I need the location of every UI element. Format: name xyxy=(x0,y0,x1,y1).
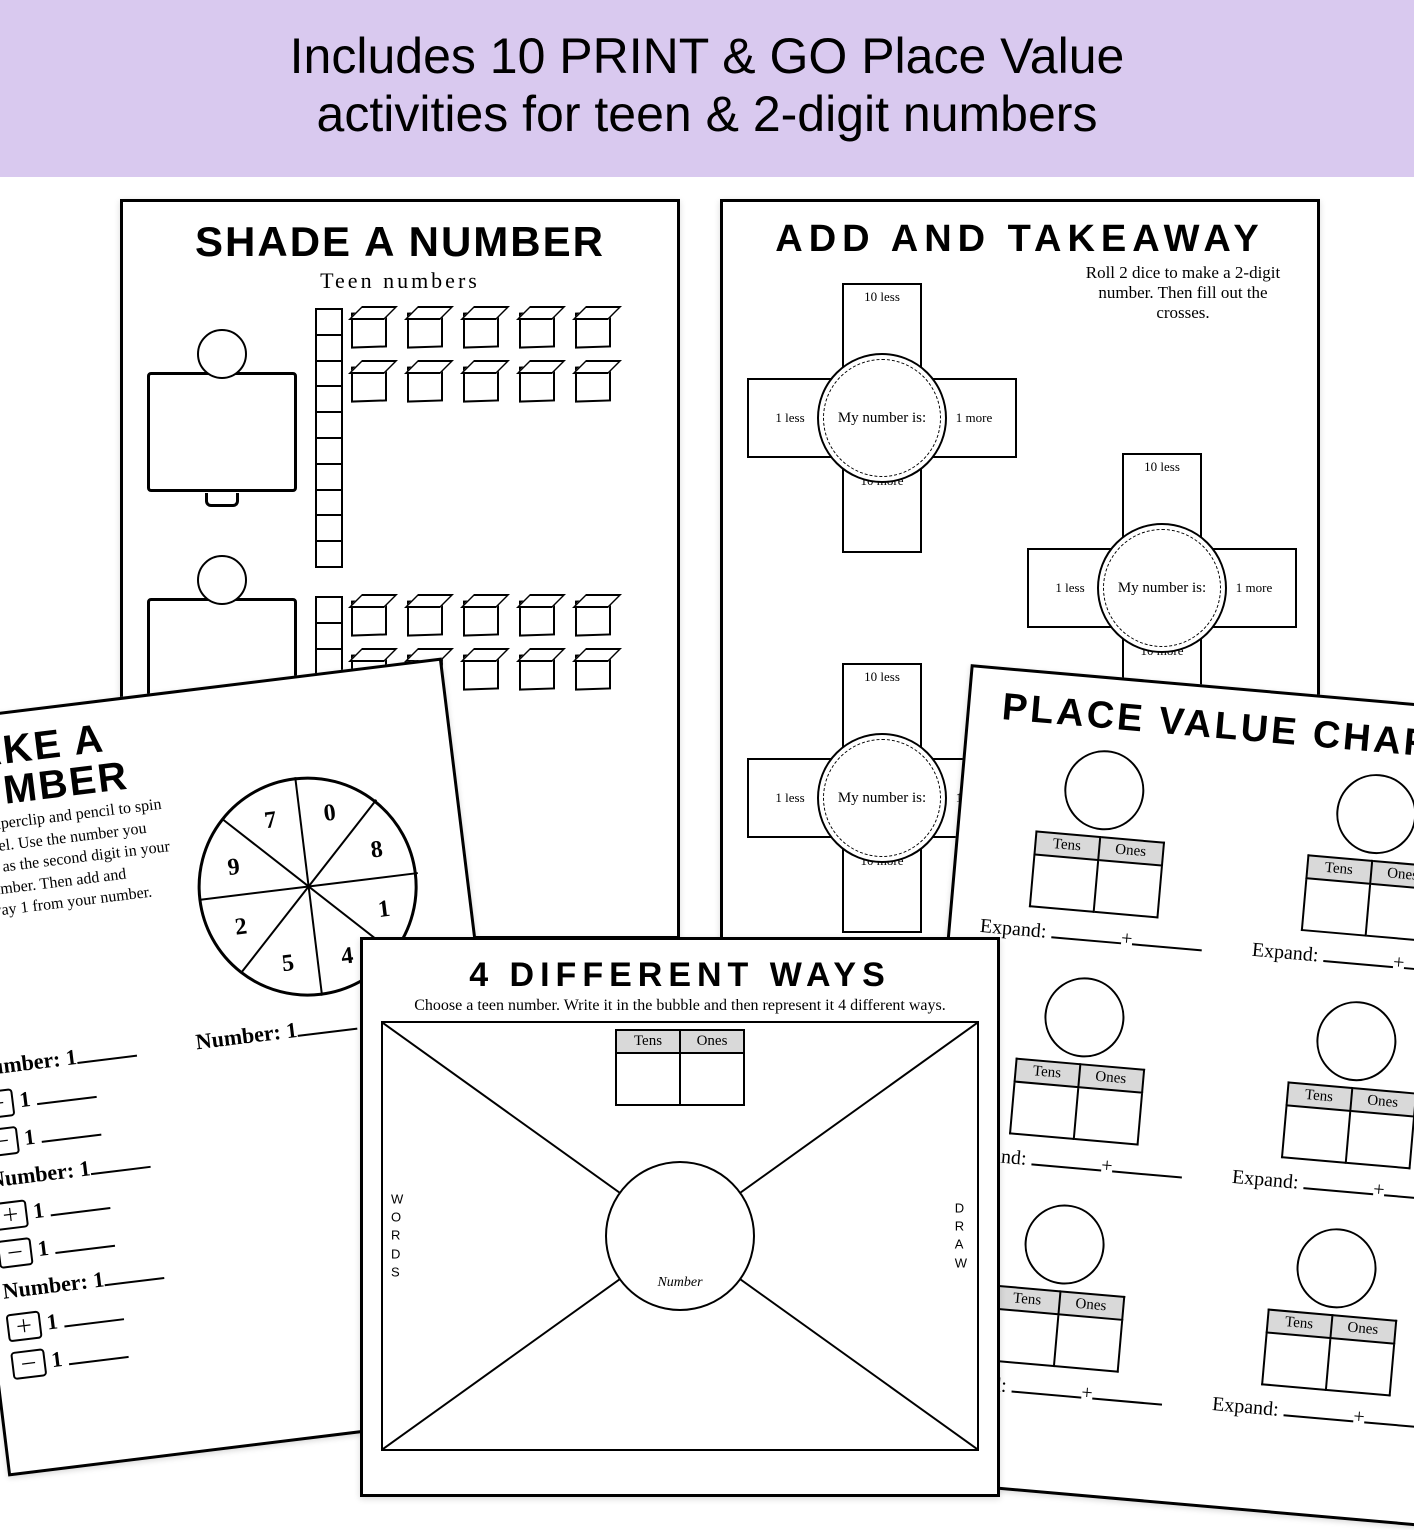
pv-table: TensOnes xyxy=(1028,830,1164,918)
pv-circle xyxy=(1060,747,1147,834)
make-instructions: Use a paperclip and pencil to spin the w… xyxy=(0,792,200,1038)
pv-unit: TensOnesExpand: + xyxy=(1226,991,1414,1209)
kid-board-1 xyxy=(147,372,297,492)
pv-circle xyxy=(1293,1225,1380,1312)
spinner-digit: 8 xyxy=(369,836,384,864)
unit-cube xyxy=(407,362,447,402)
pv-table: TensOnes xyxy=(1261,1308,1397,1396)
spinner-digit: 1 xyxy=(376,896,391,924)
four-tens-ones-table: TensOnes xyxy=(615,1029,745,1106)
four-number-bubble: Number xyxy=(605,1161,755,1311)
minus-icon: － xyxy=(0,1126,20,1158)
add-title: ADD AND TAKEAWAY xyxy=(737,218,1303,261)
unit-cube xyxy=(519,650,559,690)
minus-row: －1 xyxy=(10,1333,174,1381)
unit-cube xyxy=(463,650,503,690)
pv-circle xyxy=(1313,998,1400,1085)
unit-cube xyxy=(463,596,503,636)
four-frame: TensOnes WORDS DRAW Number xyxy=(381,1021,979,1451)
shade-title: SHADE A NUMBER xyxy=(137,218,663,266)
expand-row: Expand: + xyxy=(979,909,1204,957)
unit-cube xyxy=(575,362,615,402)
make-rows-col1: Number: 1＋1 －1 Number: 1＋1 －1 Number: 1＋… xyxy=(0,1037,174,1380)
ten-rod xyxy=(315,308,343,568)
unit-cube xyxy=(575,308,615,348)
unit-cube xyxy=(351,362,391,402)
spinner-digit: 0 xyxy=(322,800,337,828)
shade-subtitle: Teen numbers xyxy=(137,268,663,294)
unit-cube xyxy=(575,596,615,636)
four-title: 4 DIFFERENT WAYS xyxy=(377,956,983,995)
pv-circle xyxy=(1041,974,1128,1061)
plus-icon: ＋ xyxy=(0,1088,15,1120)
pv-circle xyxy=(1332,771,1414,858)
worksheet-collage: SHADE A NUMBER Teen numbers ADD AND TAKE… xyxy=(0,177,1414,1377)
unit-cube xyxy=(407,596,447,636)
unit-cube xyxy=(463,308,503,348)
spinner-digit: 4 xyxy=(340,943,355,971)
spinner-digit: 7 xyxy=(263,807,278,835)
pv-circle xyxy=(1021,1201,1108,1288)
four-right-label: DRAW xyxy=(955,1200,969,1273)
promo-banner: Includes 10 PRINT & GO Place Value activ… xyxy=(0,0,1414,177)
unit-cube xyxy=(351,308,391,348)
spinner-digit: 5 xyxy=(280,950,295,978)
pv-table: TensOnes xyxy=(1280,1081,1414,1169)
spinner-digit: 2 xyxy=(233,913,248,941)
number-cross: 10 less10 more1 less1 moreMy number is: xyxy=(747,283,1017,553)
banner-line-2: activities for teen & 2-digit numbers xyxy=(317,86,1098,142)
pv-table: TensOnes xyxy=(989,1285,1125,1373)
arm-center: My number is: xyxy=(1097,523,1227,653)
arm-center: My number is: xyxy=(817,353,947,483)
unit-cube xyxy=(575,650,615,690)
pv-table: TensOnes xyxy=(1300,854,1414,942)
banner-line-1: Includes 10 PRINT & GO Place Value xyxy=(290,28,1125,84)
plus-icon: ＋ xyxy=(0,1199,29,1231)
unit-cube xyxy=(351,596,391,636)
pv-table: TensOnes xyxy=(1008,1058,1144,1146)
unit-cube xyxy=(407,308,447,348)
minus-icon: － xyxy=(0,1237,34,1269)
four-left-label: WORDS xyxy=(391,1191,405,1282)
unit-cube xyxy=(463,362,503,402)
unit-cube xyxy=(519,308,559,348)
minus-icon: － xyxy=(10,1348,47,1380)
unit-cube xyxy=(519,596,559,636)
pv-unit: TensOnesExpand: + xyxy=(974,740,1223,958)
plus-icon: ＋ xyxy=(6,1310,43,1342)
expand-row: Expand: + xyxy=(1251,933,1414,981)
four-instructions: Choose a teen number. Write it in the bu… xyxy=(377,997,983,1015)
add-instructions: Roll 2 dice to make a 2-digit number. Th… xyxy=(1073,263,1293,323)
block-set xyxy=(315,308,663,568)
pv-unit: TensOnesExpand: + xyxy=(1206,1218,1414,1436)
pv-unit: TensOnesExpand: + xyxy=(1246,764,1414,982)
sheet-four-ways: 4 DIFFERENT WAYS Choose a teen number. W… xyxy=(360,937,1000,1497)
arm-center: My number is: xyxy=(817,733,947,863)
unit-cube xyxy=(519,362,559,402)
spinner-digit: 9 xyxy=(226,854,241,882)
